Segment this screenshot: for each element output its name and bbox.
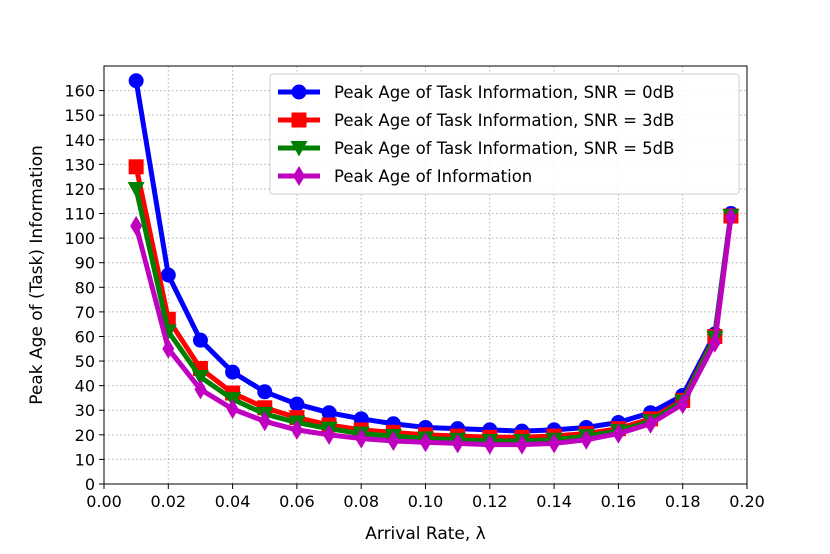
data-point [226, 399, 239, 420]
data-point [160, 267, 176, 283]
x-tick-label: 0.16 [601, 492, 637, 511]
data-point [323, 424, 336, 445]
data-point [321, 405, 337, 421]
data-point [419, 432, 432, 453]
y-tick-label: 90 [75, 254, 95, 273]
y-tick-label: 60 [75, 327, 95, 346]
x-tick-label: 0.10 [408, 492, 444, 511]
x-tick-label: 0.12 [472, 492, 508, 511]
y-tick-label: 160 [64, 82, 95, 101]
y-tick-label: 40 [75, 377, 95, 396]
data-point [548, 433, 561, 454]
legend-entry: Peak Age of Task Information, SNR = 0dB [278, 83, 674, 102]
series-line [133, 216, 734, 448]
x-axis-label: Arrival Rate, λ [365, 524, 486, 544]
x-tick-label: 0.20 [729, 492, 765, 511]
legend-marker [291, 84, 307, 100]
data-point [191, 370, 209, 386]
y-tick-label: 150 [64, 106, 95, 125]
legend-marker [291, 112, 307, 128]
series-3 [130, 207, 737, 455]
y-tick-label: 70 [75, 303, 95, 322]
x-tick-label: 0.18 [665, 492, 701, 511]
data-point [451, 433, 464, 454]
data-point [162, 338, 175, 359]
y-tick-label: 50 [75, 352, 95, 371]
legend-marker [293, 166, 305, 186]
data-point [708, 332, 721, 353]
data-point [127, 181, 145, 198]
legend-entry: Peak Age of Task Information, SNR = 5dB [278, 139, 674, 158]
y-tick-label: 10 [75, 450, 95, 469]
x-tick-label: 0.08 [343, 492, 379, 511]
data-point [355, 428, 368, 449]
y-tick-label: 140 [64, 131, 95, 150]
y-axis-label: Peak Age of (Task) Information [27, 145, 47, 405]
data-point [580, 429, 593, 450]
legend-label: Peak Age of Information [334, 167, 532, 186]
x-tick-label: 0.04 [215, 492, 251, 511]
data-point [676, 394, 689, 415]
data-point [387, 430, 400, 451]
data-point [128, 73, 144, 89]
data-point [192, 332, 208, 348]
data-point [194, 379, 207, 400]
x-tick-label: 0.00 [86, 492, 122, 511]
y-tick-label: 100 [64, 229, 95, 248]
legend-label: Peak Age of Task Information, SNR = 0dB [334, 83, 674, 102]
data-point [644, 413, 657, 434]
y-tick-label: 80 [75, 278, 95, 297]
legend-entry: Peak Age of Task Information, SNR = 3dB [278, 111, 674, 130]
x-tick-label: 0.14 [536, 492, 572, 511]
y-tick-label: 110 [64, 205, 95, 224]
legend-marker [290, 141, 308, 157]
legend-box [269, 73, 740, 195]
y-tick-label: 30 [75, 401, 95, 420]
legend: Peak Age of Task Information, SNR = 0dB P… [269, 73, 740, 195]
x-tick-label: 0.06 [279, 492, 315, 511]
data-point [515, 434, 528, 455]
data-point [483, 434, 496, 455]
data-point [225, 364, 241, 380]
y-tick-label: 20 [75, 426, 95, 445]
data-point [612, 423, 625, 444]
y-tick-label: 130 [64, 155, 95, 174]
data-point [289, 396, 305, 412]
y-tick-label: 120 [64, 180, 95, 199]
data-point [258, 411, 271, 432]
data-point [257, 384, 273, 400]
data-point [290, 419, 303, 440]
data-point [724, 207, 737, 228]
legend-label: Peak Age of Task Information, SNR = 5dB [334, 139, 674, 158]
ticks: 0.00 0.02 0.04 0.06 0.08 0.10 0.12 0.14 0.16 0.18… [64, 82, 764, 511]
data-point [130, 215, 143, 236]
legend-label: Peak Age of Task Information, SNR = 3dB [334, 111, 674, 130]
series-layer [127, 73, 740, 455]
y-tick-label: 0 [85, 475, 95, 494]
data-point [128, 159, 144, 175]
x-tick-label: 0.02 [150, 492, 186, 511]
legend-entry: Peak Age of Information [278, 166, 532, 186]
